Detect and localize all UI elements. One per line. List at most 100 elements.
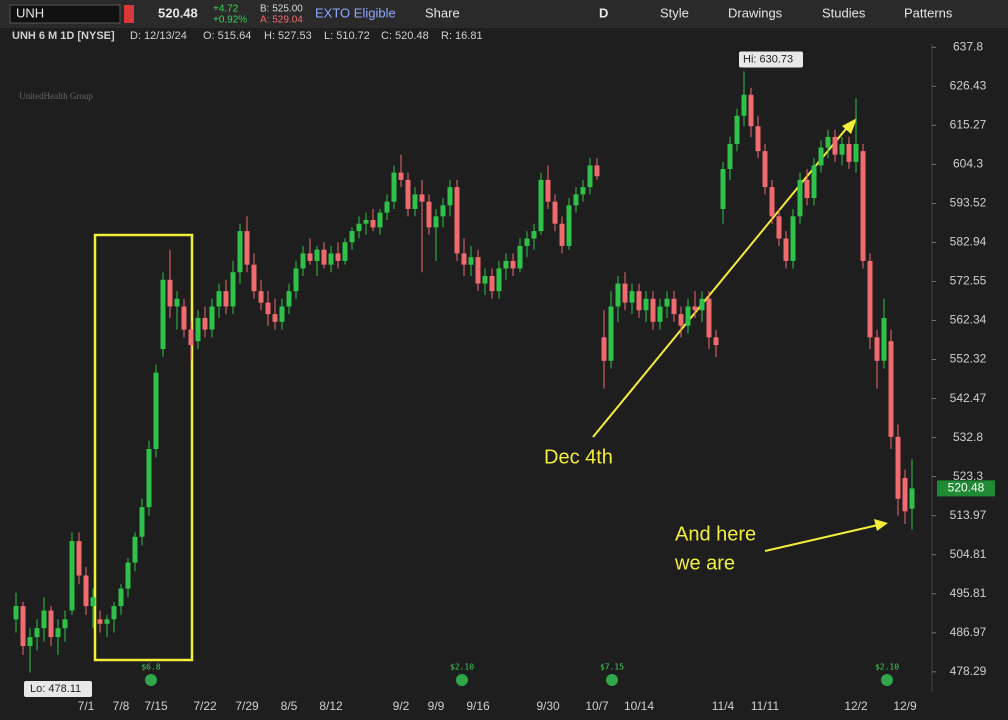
candle-body xyxy=(468,257,474,265)
candle-body xyxy=(76,541,82,576)
candle-body xyxy=(349,231,355,243)
x-tick-label: 7/22 xyxy=(193,699,217,713)
y-tick-label: 513.97 xyxy=(950,508,987,522)
candle-body xyxy=(265,302,271,315)
candle-body xyxy=(853,143,859,162)
candle-body xyxy=(55,628,61,638)
patterns-button[interactable]: Patterns xyxy=(904,5,953,20)
candle-body xyxy=(13,606,19,620)
candle-body xyxy=(888,341,894,437)
candle-body xyxy=(321,249,327,265)
y-tick-label: 604.3 xyxy=(953,157,983,171)
ask: A: 529.04 xyxy=(260,15,303,26)
candle-body xyxy=(398,172,404,180)
candle-body xyxy=(839,143,845,155)
exto[interactable]: EXTO Eligible xyxy=(315,5,396,20)
y-tick-label: 582.94 xyxy=(950,235,987,249)
candle-body xyxy=(202,317,208,330)
event-marker xyxy=(606,674,618,686)
candle-body xyxy=(629,291,635,303)
logo: UnitedHealth Group xyxy=(19,91,93,101)
y-tick-label: 593.52 xyxy=(950,196,987,210)
candle-body xyxy=(160,279,166,350)
candle-body xyxy=(258,291,264,303)
candle-body xyxy=(580,187,586,195)
highlight-box xyxy=(93,233,194,662)
candle-body xyxy=(300,253,306,269)
drawings-button[interactable]: Drawings xyxy=(728,5,783,20)
candle-body xyxy=(797,179,803,217)
hi-label: Hi: 630.73 xyxy=(743,53,793,65)
candle-body xyxy=(909,488,915,509)
candle-body xyxy=(559,223,565,246)
x-tick-label: 7/8 xyxy=(113,699,130,713)
share-button[interactable]: Share xyxy=(425,5,460,20)
candle-body xyxy=(139,507,145,537)
candle-body xyxy=(741,94,747,116)
candle-body xyxy=(643,298,649,311)
y-tick-label: 626.43 xyxy=(950,78,987,92)
arrow-line xyxy=(764,524,879,552)
candle-body xyxy=(279,306,285,322)
event-marker xyxy=(145,674,157,686)
candle-body xyxy=(195,317,201,342)
candle-body xyxy=(608,306,614,361)
style-button[interactable]: Style xyxy=(660,5,689,20)
candle-body xyxy=(83,575,89,607)
candle-body xyxy=(412,194,418,209)
studies-button[interactable]: Studies xyxy=(822,5,866,20)
candle-body xyxy=(20,606,26,647)
y-tick-label: 615.27 xyxy=(950,117,987,131)
candle-body xyxy=(895,436,901,499)
y-tick-label: 532.8 xyxy=(953,430,983,444)
x-tick-label: 10/14 xyxy=(624,699,654,713)
x-tick-label: 11/4 xyxy=(712,699,735,713)
bid: B: 525.00 xyxy=(260,4,303,15)
x-tick-label: 7/1 xyxy=(78,699,95,713)
candle-body xyxy=(706,298,712,338)
x-tick-label: 9/30 xyxy=(536,699,560,713)
candle-body xyxy=(293,268,299,292)
candle-body xyxy=(272,314,278,322)
candle-body xyxy=(69,541,75,611)
candle-body xyxy=(314,249,320,261)
candle-body xyxy=(496,268,502,292)
lo-label-box xyxy=(24,681,92,697)
candle-body xyxy=(146,449,152,508)
event-label: $2.10 xyxy=(450,663,474,672)
candle-body xyxy=(902,477,908,512)
y-tick-label: 478.29 xyxy=(950,664,987,678)
y-tick-label: 552.32 xyxy=(950,352,987,366)
y-tick-label: 504.81 xyxy=(950,547,987,561)
toolbar xyxy=(0,0,1008,28)
candle-body xyxy=(216,291,222,307)
candle-body xyxy=(566,205,572,246)
candle-body xyxy=(636,291,642,311)
period-button[interactable]: D xyxy=(599,5,608,20)
chart-symbol: UNH 6 M 1D [NYSE] xyxy=(12,30,115,42)
candle-body xyxy=(755,126,761,152)
candle-body xyxy=(832,136,838,155)
candle-body xyxy=(699,298,705,311)
candle-body xyxy=(776,216,782,239)
y-tick-label: 572.55 xyxy=(950,274,987,288)
last-price: 520.48 xyxy=(158,5,198,20)
candle-body xyxy=(615,283,621,307)
candle-body xyxy=(804,179,810,199)
candle-body xyxy=(601,337,607,361)
y-tick-label: 495.81 xyxy=(950,586,987,600)
candle-body xyxy=(846,143,852,162)
candle-body xyxy=(132,536,138,563)
last-price-box xyxy=(937,480,995,497)
symbol-box[interactable] xyxy=(9,4,121,24)
candle-body xyxy=(783,238,789,261)
candle-body xyxy=(111,606,117,620)
annotation: And here xyxy=(675,523,756,545)
candle-body xyxy=(286,291,292,307)
candle-body xyxy=(622,283,628,303)
candle-body xyxy=(104,619,110,624)
candle-body xyxy=(790,216,796,261)
candle-body xyxy=(482,275,488,284)
symbol[interactable]: UNH xyxy=(16,5,44,20)
header: UNH 6 M 1D [NYSE] D: 12/13/24 O: 515.64 … xyxy=(12,30,483,42)
